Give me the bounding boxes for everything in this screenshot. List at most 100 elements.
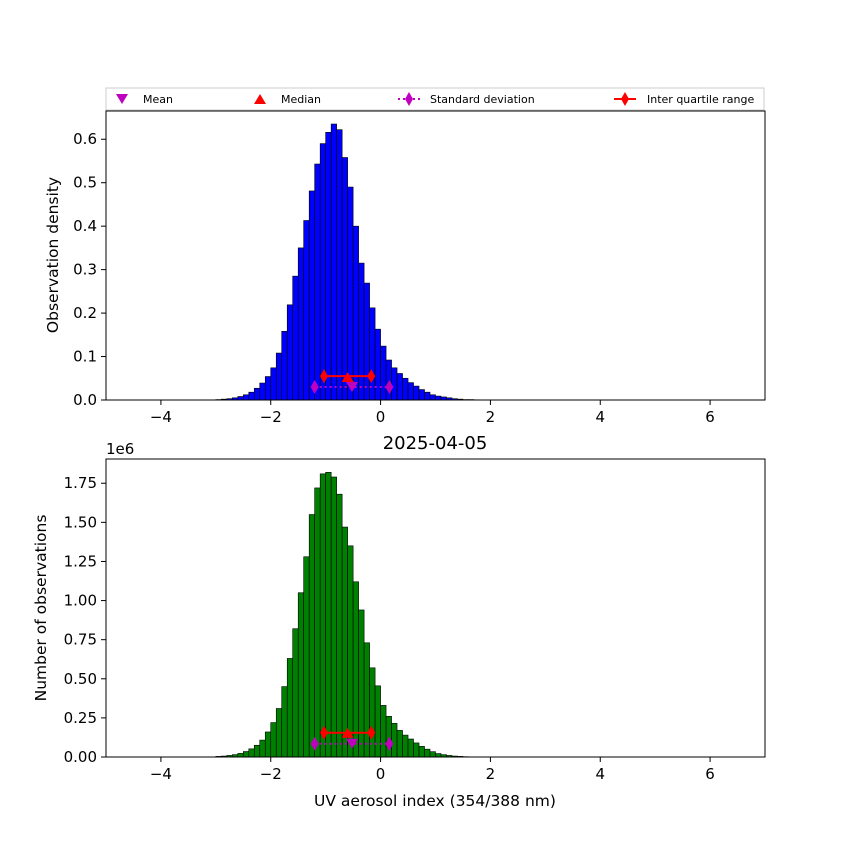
- histogram-bar: [391, 367, 398, 401]
- histogram-bar: [363, 642, 370, 758]
- legend-mean-marker: [116, 94, 128, 104]
- y-tick-label: 0.75: [64, 631, 97, 649]
- histogram-bar: [424, 391, 431, 401]
- histogram-bar: [248, 391, 255, 401]
- bottom-y-axis-label: Number of observations: [32, 515, 50, 702]
- mean-marker: [346, 381, 359, 392]
- y-tick-label: 1.25: [64, 552, 97, 570]
- histogram-bar: [380, 705, 387, 758]
- histogram-bar: [237, 753, 244, 758]
- histogram-bar: [242, 394, 250, 401]
- histogram-bar: [363, 282, 370, 401]
- histogram-bar: [330, 476, 337, 758]
- top-y-axis-label: Observation density: [44, 177, 62, 333]
- histogram-bar: [275, 352, 283, 401]
- y-tick-label: 1.00: [64, 592, 97, 610]
- histogram-bar: [347, 186, 354, 401]
- histogram-bar: [341, 526, 348, 758]
- histogram-bar: [396, 373, 403, 401]
- histogram-bar: [259, 382, 266, 401]
- x-tick-label: 0: [376, 408, 386, 426]
- histogram-bar: [402, 377, 409, 401]
- x-tick-label: 6: [705, 408, 715, 426]
- bottom-histogram-bars: [215, 471, 480, 758]
- std-dev-marker: [310, 379, 319, 394]
- bottom-x-axis-label: UV aerosol index (354/388 nm): [314, 792, 556, 810]
- bottom-histogram-axes: 2025-04-05 1e6 −4 −2 0 2 4 6 0.00 0.25 0.50 0.75…: [32, 433, 766, 810]
- histogram-bar: [308, 190, 315, 401]
- bottom-stats-markers: [310, 725, 394, 751]
- histogram-bar: [380, 345, 387, 401]
- x-tick-label: −2: [260, 408, 282, 426]
- histogram-bar: [385, 359, 392, 401]
- x-tick-label: 4: [595, 408, 605, 426]
- histogram-bar: [396, 730, 403, 758]
- std-dev-marker: [310, 736, 319, 751]
- histogram-bar: [352, 581, 359, 758]
- histogram-bar: [319, 473, 326, 758]
- x-tick-label: 2: [486, 408, 496, 426]
- histogram-bar: [297, 592, 305, 758]
- histogram-bar: [407, 382, 414, 401]
- x-tick-label: 4: [595, 765, 605, 783]
- y-tick-label: 0.2: [73, 304, 97, 322]
- median-marker: [341, 727, 354, 738]
- histogram-bar: [286, 658, 294, 758]
- histogram-bar: [418, 746, 425, 758]
- histogram-bar: [286, 304, 294, 401]
- bottom-chart-title: 2025-04-05: [383, 433, 488, 454]
- histogram-bar: [347, 545, 354, 758]
- histogram-bar: [374, 685, 381, 758]
- y-tick-label: 0.6: [73, 130, 97, 148]
- top-histogram-axes: −4 −2 0 2 4 6 0.0 0.1 0.2 0.3 0.4 0.5 0.6 Observati…: [44, 110, 766, 426]
- y-tick-label: 0.4: [73, 217, 97, 235]
- histogram-bar: [319, 143, 326, 401]
- top-x-ticks: −4 −2 0 2 4 6: [150, 400, 715, 426]
- histogram-bar: [341, 157, 348, 401]
- histogram-bar: [253, 387, 261, 401]
- y-tick-label: 0.5: [73, 174, 97, 192]
- legend-box: [105, 87, 765, 111]
- histogram-bar: [413, 385, 420, 401]
- histogram-bar: [418, 389, 425, 401]
- histogram-bar: [259, 739, 266, 758]
- histogram-bar: [336, 129, 343, 401]
- top-stats-markers: [310, 369, 394, 394]
- legend-iqr-label: Inter quartile range: [647, 93, 754, 106]
- histogram-bar: [292, 628, 299, 758]
- iqr-marker: [320, 369, 329, 384]
- histogram-bar: [275, 708, 283, 758]
- median-marker: [341, 371, 354, 382]
- histogram-bar: [385, 716, 392, 758]
- histogram-bar: [429, 751, 436, 758]
- x-tick-label: 2: [486, 765, 496, 783]
- histogram-bar: [264, 731, 272, 758]
- mean-marker: [346, 738, 359, 749]
- y-tick-label: 0.25: [64, 709, 97, 727]
- histogram-bar: [358, 609, 365, 758]
- histogram-bar: [303, 556, 310, 758]
- bottom-axes-frame: [105, 458, 766, 758]
- legend: Mean Median Standard deviation Inter qua…: [105, 87, 765, 111]
- std-dev-marker: [385, 379, 394, 394]
- bottom-x-ticks: −4 −2 0 2 4 6: [150, 757, 715, 783]
- x-tick-label: −2: [260, 765, 282, 783]
- histogram-bar: [270, 367, 277, 401]
- legend-median-label: Median: [281, 93, 321, 106]
- iqr-marker: [367, 725, 376, 740]
- histogram-bar: [281, 686, 288, 758]
- histogram-bar: [407, 738, 414, 758]
- y-tick-label: 0.1: [73, 348, 97, 366]
- y-tick-label: 1.75: [64, 474, 97, 492]
- histogram-bar: [281, 331, 288, 401]
- histogram-bar: [264, 376, 272, 401]
- x-tick-label: −4: [150, 408, 172, 426]
- histogram-bar: [303, 220, 310, 401]
- top-axes-frame: [105, 110, 766, 401]
- bottom-y-ticks: 0.00 0.25 0.50 0.75 1.00 1.25 1.50 1.75: [64, 474, 106, 766]
- legend-median-marker: [254, 94, 266, 104]
- y-tick-label: 0.00: [64, 748, 97, 766]
- legend-std-label: Standard deviation: [430, 93, 535, 106]
- histogram-bar: [248, 748, 255, 758]
